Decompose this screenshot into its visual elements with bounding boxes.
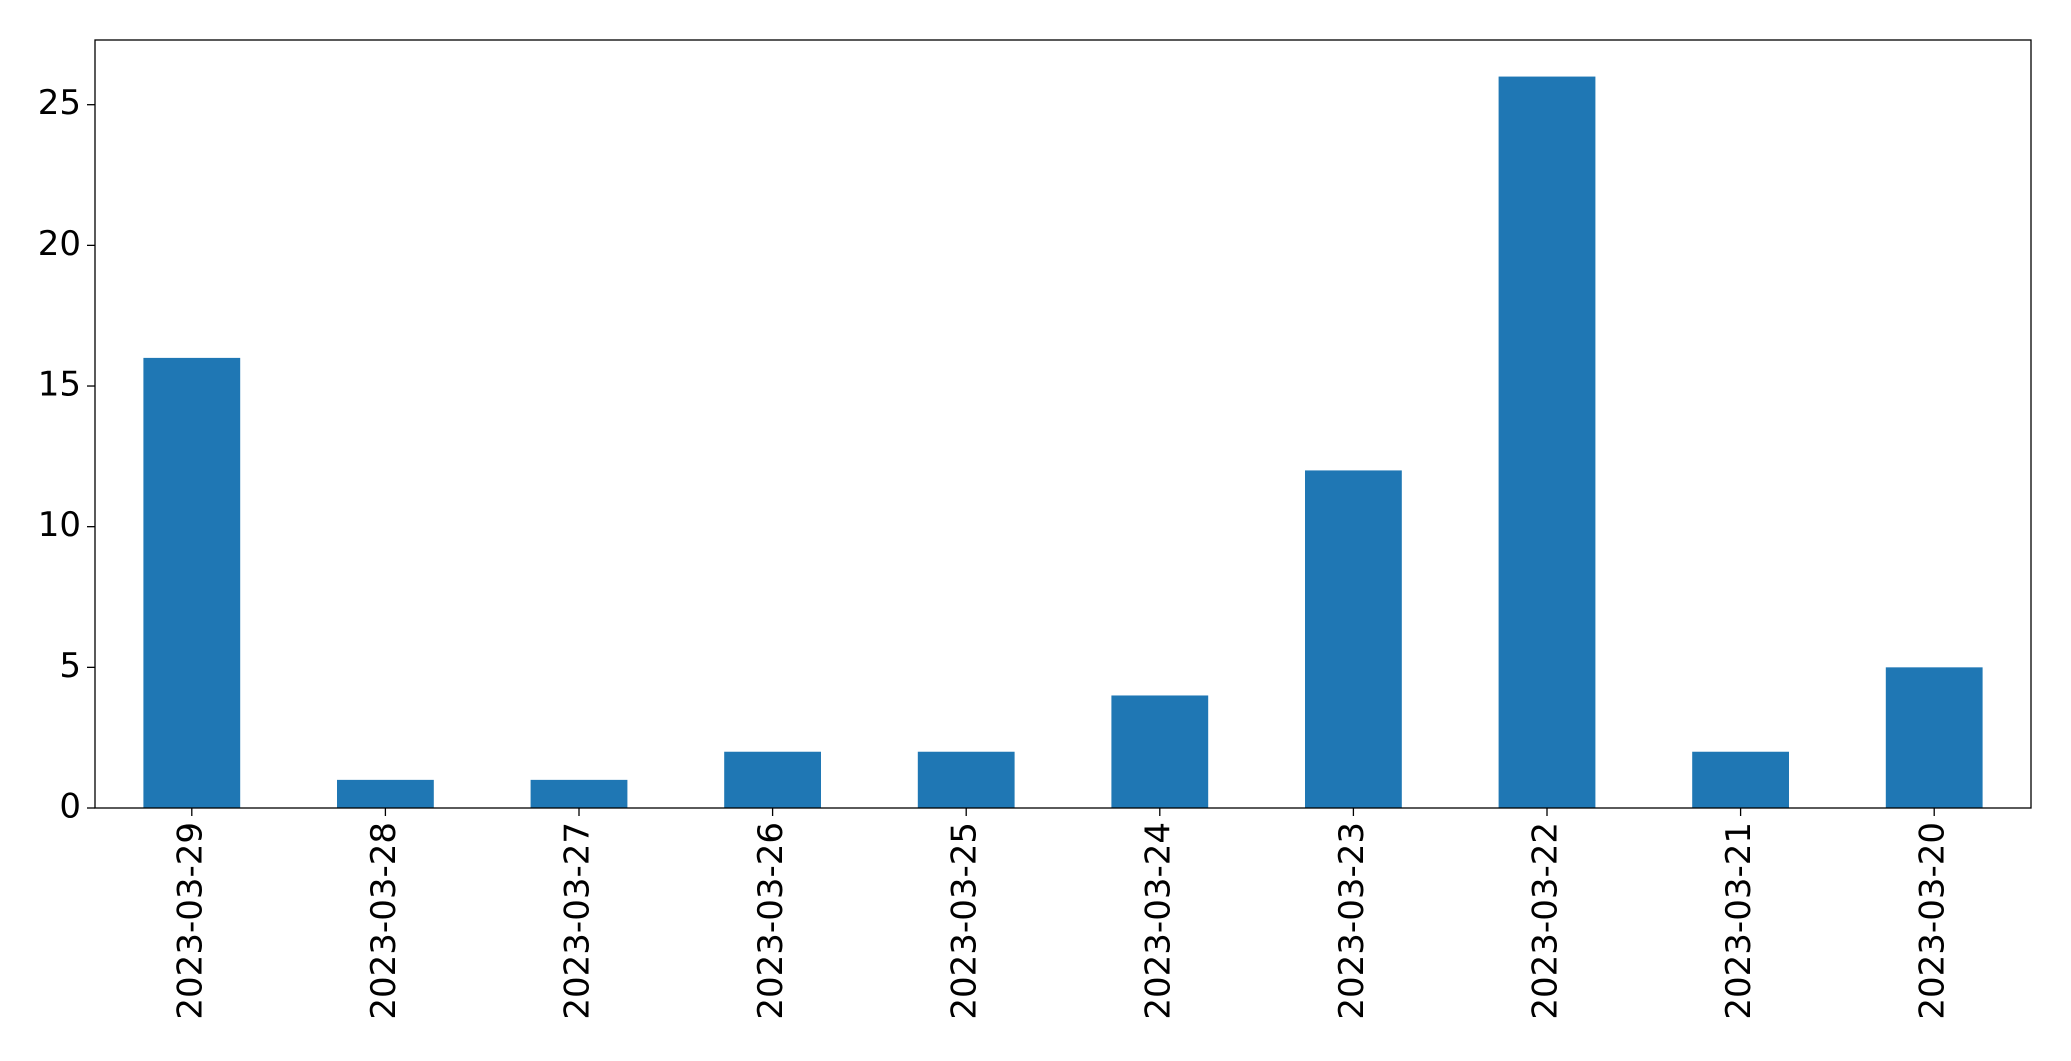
x-tick-label: 2023-03-21 bbox=[1719, 822, 1759, 1020]
y-tick-label: 10 bbox=[38, 505, 81, 545]
y-tick-label: 5 bbox=[59, 646, 81, 686]
x-tick-label: 2023-03-29 bbox=[170, 822, 210, 1020]
x-tick-label: 2023-03-27 bbox=[558, 822, 598, 1020]
y-tick-label: 20 bbox=[38, 224, 81, 264]
bar bbox=[917, 751, 1015, 808]
x-tick-label: 2023-03-20 bbox=[1913, 822, 1953, 1020]
plot-frame bbox=[94, 39, 2032, 809]
bar bbox=[1692, 751, 1789, 808]
x-tick-label: 2023-03-28 bbox=[364, 822, 404, 1020]
bar bbox=[1111, 695, 1209, 808]
bar bbox=[143, 357, 241, 808]
y-tick-label: 0 bbox=[59, 787, 81, 827]
x-tick-label: 2023-03-24 bbox=[1138, 822, 1178, 1020]
bar bbox=[337, 779, 434, 808]
bar bbox=[1885, 667, 1983, 808]
x-tick-label: 2023-03-26 bbox=[751, 822, 791, 1020]
x-tick-label: 2023-03-23 bbox=[1332, 822, 1372, 1020]
x-tick-label: 2023-03-25 bbox=[945, 822, 985, 1020]
bar bbox=[530, 779, 628, 808]
y-tick-label: 15 bbox=[38, 365, 81, 405]
bar bbox=[724, 751, 821, 808]
x-tick-label: 2023-03-22 bbox=[1526, 822, 1566, 1020]
y-tick-label: 25 bbox=[38, 83, 81, 123]
bar bbox=[1498, 76, 1596, 809]
bar bbox=[1305, 470, 1402, 808]
